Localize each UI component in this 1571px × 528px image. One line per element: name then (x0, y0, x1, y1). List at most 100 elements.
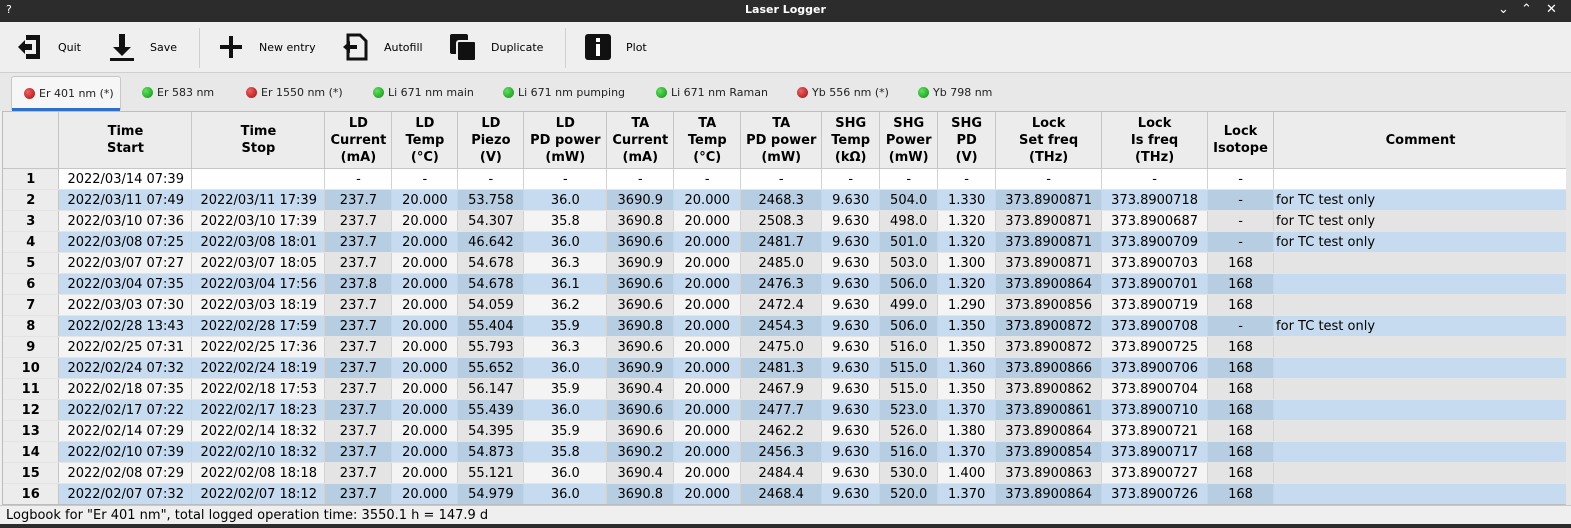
table-cell[interactable]: 20.000 (391, 483, 459, 504)
table-cell[interactable]: 2481.3 (740, 357, 823, 379)
table-cell[interactable] (191, 168, 326, 190)
table-cell[interactable]: 373.8900862 (995, 378, 1103, 400)
table-cell[interactable]: for TC test only (1273, 189, 1568, 211)
table-cell[interactable]: 2022/02/08 18:18 (191, 462, 326, 484)
column-header[interactable]: LD Piezo (V) (457, 112, 525, 169)
table-cell[interactable]: - (673, 168, 742, 190)
table-cell[interactable]: 498.0 (879, 210, 939, 232)
table-cell[interactable] (1273, 420, 1568, 442)
table-cell[interactable]: 1.380 (937, 420, 997, 442)
table-cell[interactable]: 20.000 (391, 336, 459, 358)
table-cell[interactable]: 20.000 (673, 210, 742, 232)
column-header[interactable]: TA Current (mA) (606, 112, 675, 169)
table-cell[interactable]: 9.630 (821, 378, 881, 400)
table-cell[interactable]: 373.8900871 (995, 252, 1103, 274)
table-cell[interactable]: 1.350 (937, 378, 997, 400)
table-cell[interactable]: 1.370 (937, 483, 997, 504)
table-cell[interactable]: 20.000 (673, 189, 742, 211)
table-cell[interactable]: 56.147 (457, 378, 525, 400)
table-cell[interactable]: 2456.3 (740, 441, 823, 463)
table-cell[interactable]: - (391, 168, 459, 190)
table-cell[interactable]: 2484.4 (740, 462, 823, 484)
tab-li-671-pumping[interactable]: Li 671 nm pumping (503, 76, 625, 109)
row-number[interactable]: 7 (3, 294, 60, 316)
table-cell[interactable]: 237.7 (324, 378, 393, 400)
table-cell[interactable]: 2022/03/04 07:35 (58, 273, 193, 295)
table-cell[interactable]: - (937, 168, 997, 190)
table-cell[interactable]: 373.8900871 (995, 231, 1103, 253)
log-table-container[interactable]: Time Start Time Stop LD Current (mA) LD Temp (°C)… (2, 111, 1569, 505)
table-cell[interactable]: 35.9 (523, 378, 608, 400)
table-cell[interactable]: 373.8900856 (995, 294, 1103, 316)
table-cell[interactable]: for TC test only (1273, 210, 1568, 232)
table-cell[interactable]: 20.000 (673, 252, 742, 274)
table-cell[interactable]: 3690.6 (606, 420, 675, 442)
table-cell[interactable]: 1.370 (937, 441, 997, 463)
table-cell[interactable]: 2022/02/28 13:43 (58, 315, 193, 337)
table-cell[interactable]: 2022/02/10 07:39 (58, 441, 193, 463)
table-cell[interactable]: 373.8900864 (995, 420, 1103, 442)
table-cell[interactable]: 2022/02/24 18:19 (191, 357, 326, 379)
table-cell[interactable]: 2022/03/11 07:49 (58, 189, 193, 211)
row-number[interactable]: 15 (3, 462, 60, 484)
table-cell[interactable]: 520.0 (879, 483, 939, 504)
table-cell[interactable]: 36.0 (523, 462, 608, 484)
table-cell[interactable]: 55.439 (457, 399, 525, 421)
table-cell[interactable]: - (1207, 189, 1275, 211)
table-cell[interactable]: 20.000 (391, 357, 459, 379)
column-header[interactable]: SHG Power (mW) (879, 112, 939, 169)
table-cell[interactable]: 2022/02/17 07:22 (58, 399, 193, 421)
table-cell[interactable]: 9.630 (821, 273, 881, 295)
table-cell[interactable]: 1.320 (937, 210, 997, 232)
table-row[interactable]: 15 2022/02/08 07:29 2022/02/08 18:18 237.7 2… (3, 462, 1568, 484)
table-cell[interactable]: 373.8900864 (995, 483, 1103, 504)
table-cell[interactable]: 373.8900710 (1101, 399, 1209, 421)
table-cell[interactable]: 2022/02/24 07:32 (58, 357, 193, 379)
table-cell[interactable]: 20.000 (391, 273, 459, 295)
tab-yb-798[interactable]: Yb 798 nm (918, 76, 992, 109)
table-cell[interactable]: 9.630 (821, 315, 881, 337)
table-cell[interactable]: 2022/02/14 18:32 (191, 420, 326, 442)
table-cell[interactable]: 530.0 (879, 462, 939, 484)
table-cell[interactable]: 3690.8 (606, 210, 675, 232)
table-cell[interactable]: 237.7 (324, 336, 393, 358)
table-cell[interactable]: 501.0 (879, 231, 939, 253)
duplicate-button[interactable]: Duplicate (447, 22, 543, 72)
table-cell[interactable]: 9.630 (821, 357, 881, 379)
table-cell[interactable]: 2481.7 (740, 231, 823, 253)
maximize-button[interactable]: ⌃ (1521, 2, 1532, 17)
table-cell[interactable]: 9.630 (821, 294, 881, 316)
table-cell[interactable]: 3690.2 (606, 441, 675, 463)
table-cell[interactable]: 168 (1207, 252, 1275, 274)
table-cell[interactable]: 237.7 (324, 189, 393, 211)
column-header[interactable]: SHG PD (V) (937, 112, 997, 169)
plot-button[interactable]: Plot (582, 22, 647, 72)
table-cell[interactable]: 3690.9 (606, 357, 675, 379)
table-cell[interactable]: 237.7 (324, 441, 393, 463)
row-number[interactable]: 8 (3, 315, 60, 337)
table-row[interactable]: 8 2022/02/28 13:43 2022/02/28 17:59 237.7 20… (3, 315, 1568, 337)
table-cell[interactable]: 168 (1207, 294, 1275, 316)
table-cell[interactable]: 2022/03/08 18:01 (191, 231, 326, 253)
table-cell[interactable]: 3690.6 (606, 231, 675, 253)
table-cell[interactable]: 3690.6 (606, 294, 675, 316)
tab-li-671-raman[interactable]: Li 671 nm Raman (656, 76, 768, 109)
help-button[interactable]: ? (6, 3, 12, 16)
table-cell[interactable]: 2508.3 (740, 210, 823, 232)
table-cell[interactable] (1273, 273, 1568, 295)
tab-er-1550[interactable]: Er 1550 nm (*) (246, 76, 343, 109)
table-cell[interactable]: 3690.8 (606, 315, 675, 337)
table-cell[interactable]: 20.000 (673, 483, 742, 504)
table-cell[interactable]: 168 (1207, 378, 1275, 400)
table-row[interactable]: 11 2022/02/18 07:35 2022/02/18 17:53 237.7 2… (3, 378, 1568, 400)
table-cell[interactable]: 373.8900725 (1101, 336, 1209, 358)
tab-yb-556[interactable]: Yb 556 nm (*) (797, 76, 889, 109)
table-cell[interactable]: 3690.6 (606, 399, 675, 421)
table-cell[interactable] (1273, 168, 1568, 190)
table-cell[interactable]: 1.320 (937, 231, 997, 253)
table-cell[interactable]: 168 (1207, 483, 1275, 504)
table-cell[interactable]: 20.000 (391, 294, 459, 316)
table-row[interactable]: 7 2022/03/03 07:30 2022/03/03 18:19 237.7 20… (3, 294, 1568, 316)
table-cell[interactable]: 20.000 (673, 441, 742, 463)
table-row[interactable]: 14 2022/02/10 07:39 2022/02/10 18:32 237.7 2… (3, 441, 1568, 463)
